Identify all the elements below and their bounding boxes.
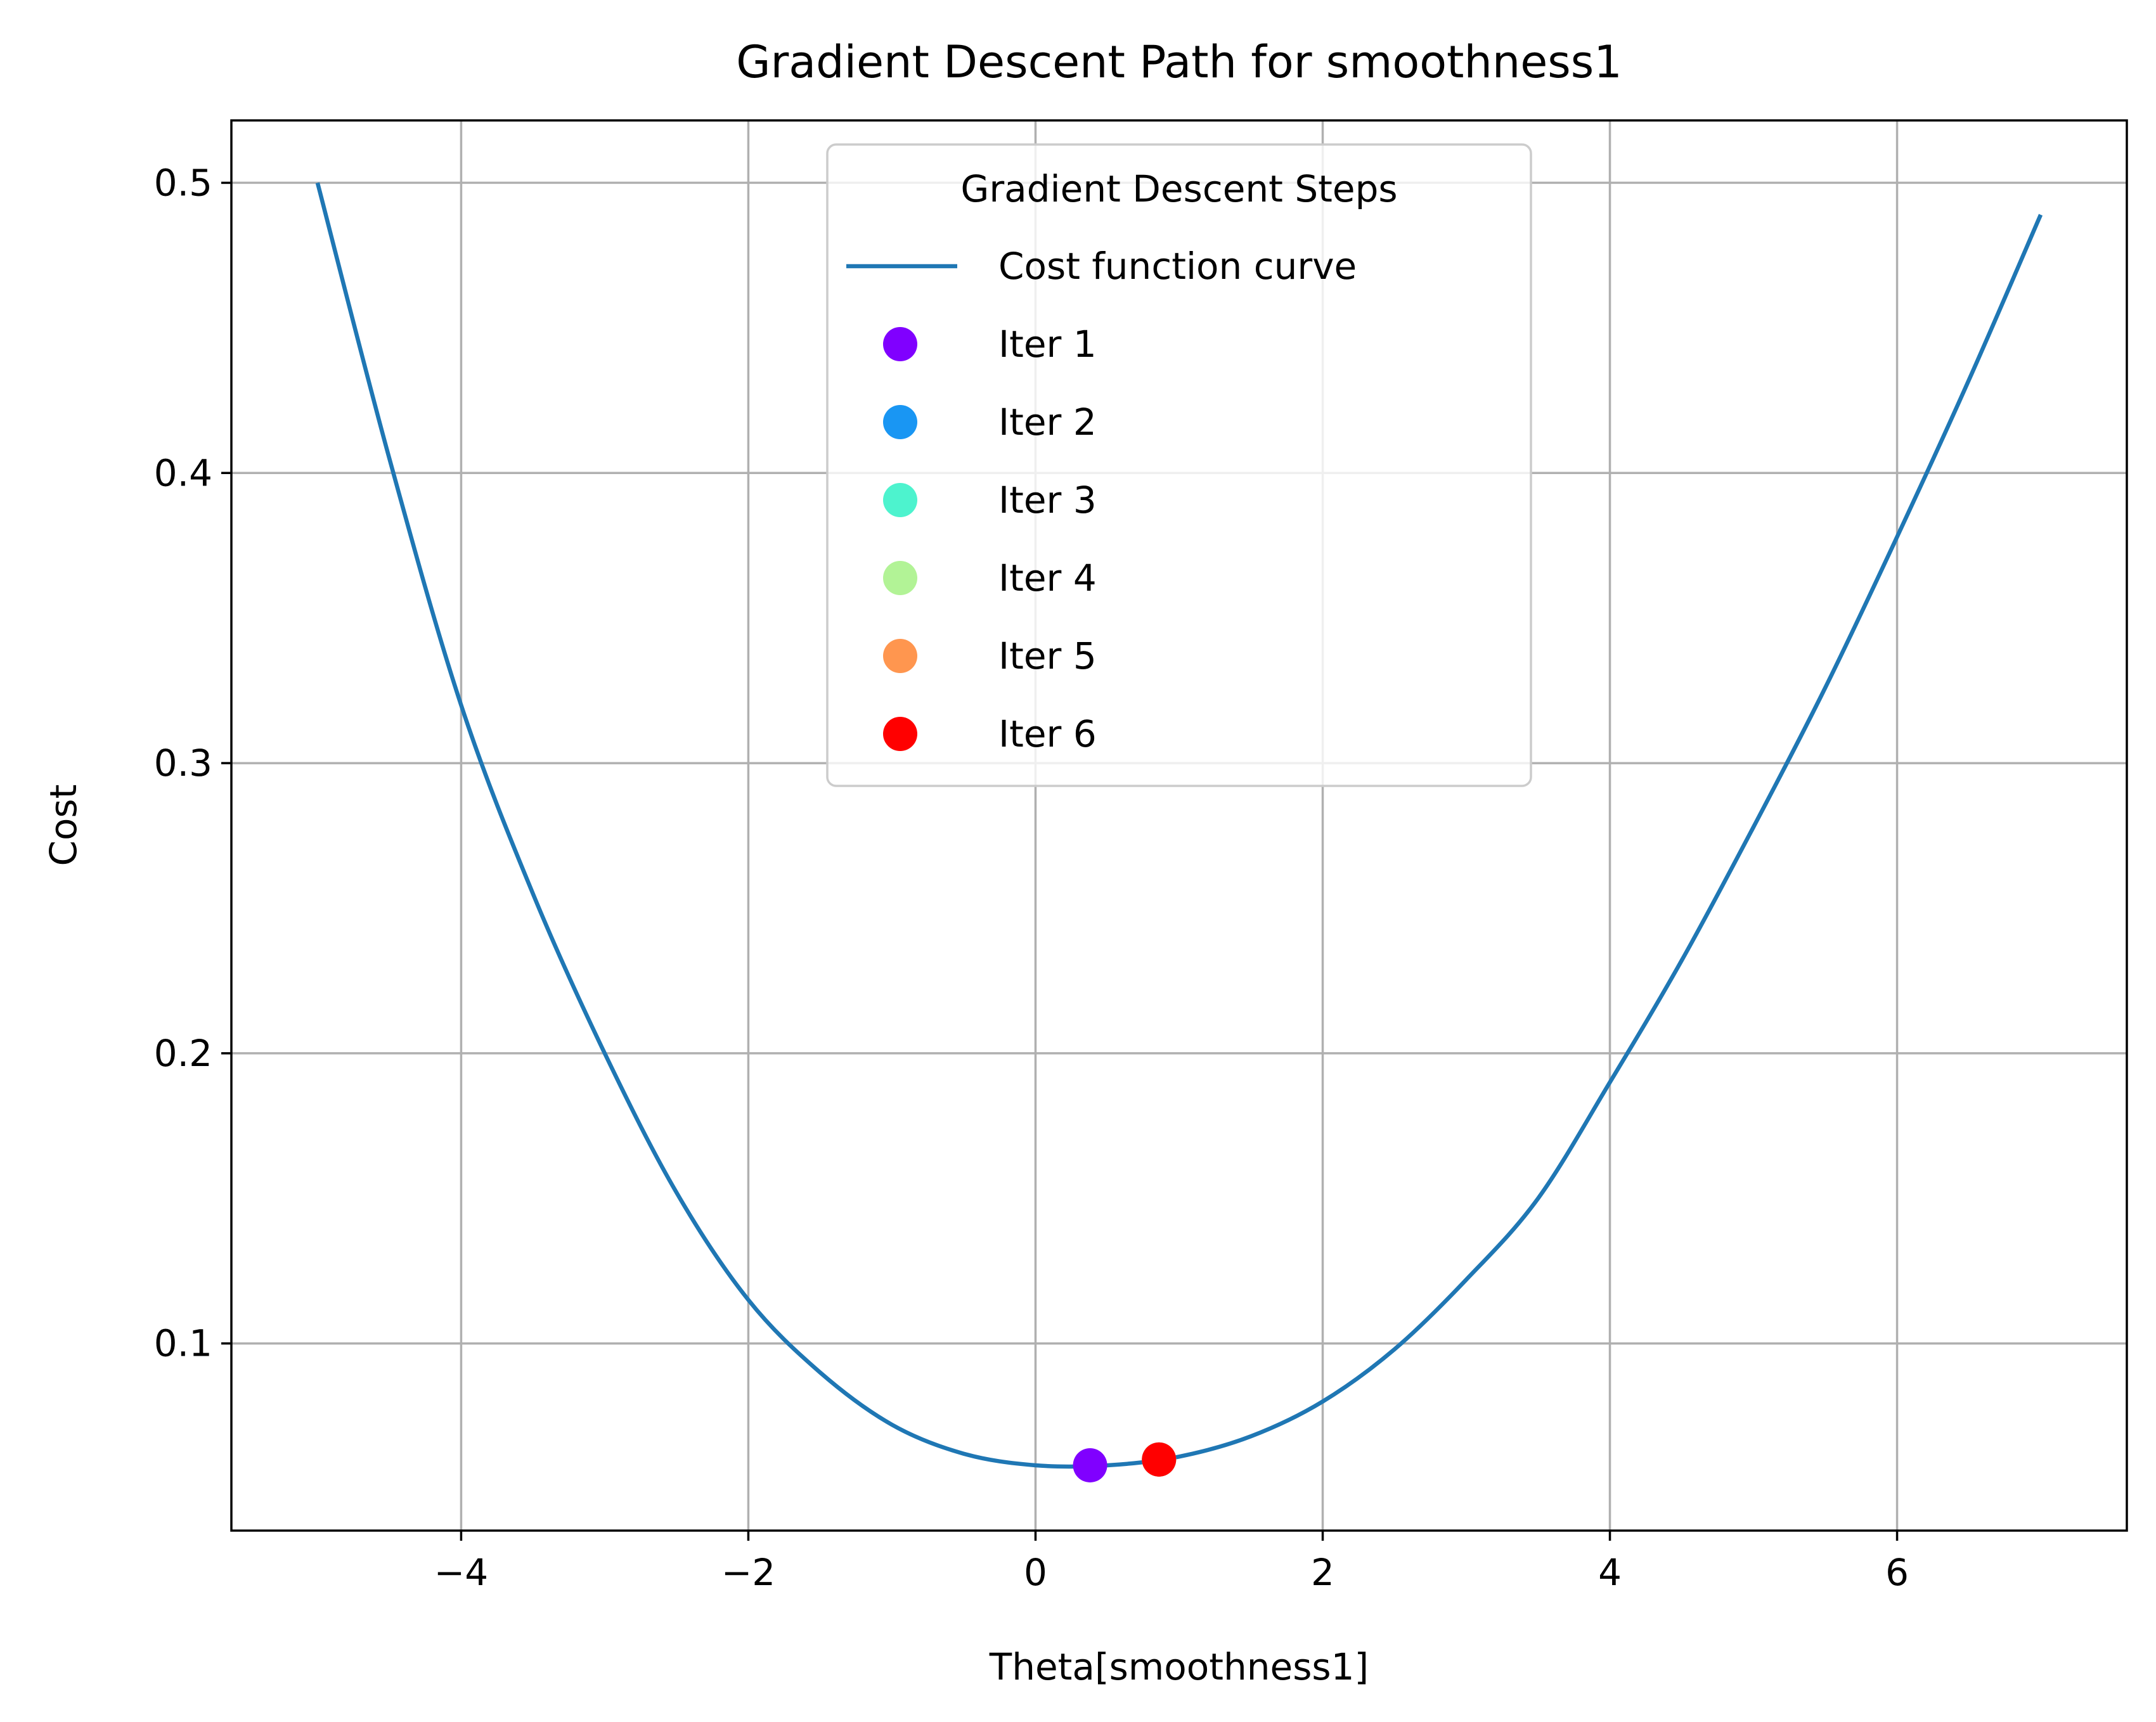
legend-label-iter-4: Iter 4: [998, 556, 1097, 600]
legend-swatch-iter-1: [883, 327, 917, 361]
legend-label-iter-5: Iter 5: [998, 634, 1097, 678]
ticks: −4 −2 0 2 4 6 0.1 0.2 0.3 0.4 0.5: [154, 161, 1909, 1594]
legend-title: Gradient Descent Steps: [960, 167, 1397, 210]
iter-1-point: [1073, 1448, 1107, 1482]
x-tick-label: 2: [1311, 1551, 1334, 1594]
y-tick-label: 0.2: [154, 1032, 212, 1075]
y-axis-label: Cost: [42, 785, 85, 866]
legend-label-cost-function-curve: Cost function curve: [998, 245, 1357, 288]
legend-swatch-iter-6: [883, 717, 917, 751]
legend-box: [826, 143, 1532, 787]
x-tick-label: 0: [1024, 1551, 1047, 1594]
points-layer: [1073, 1442, 1177, 1482]
x-tick-label: −4: [434, 1551, 489, 1594]
x-axis-label: Theta[smoothness1]: [989, 1645, 1369, 1688]
y-tick-label: 0.1: [154, 1322, 212, 1365]
legend-label-iter-2: Iter 2: [998, 401, 1097, 444]
x-tick-label: 6: [1885, 1551, 1909, 1594]
legend-swatch-iter-4: [883, 561, 917, 595]
legend-label-iter-1: Iter 1: [998, 323, 1097, 366]
y-tick-label: 0.3: [154, 742, 212, 785]
x-tick-label: −2: [721, 1551, 776, 1594]
y-tick-label: 0.5: [154, 161, 212, 204]
x-tick-label: 4: [1598, 1551, 1622, 1594]
iter-6-point: [1142, 1442, 1177, 1477]
legend-swatch-iter-3: [883, 483, 917, 517]
plot-frame: [230, 119, 2128, 1532]
legend: Gradient Descent Steps Cost function cur…: [826, 143, 1532, 787]
legend-label-iter-3: Iter 3: [998, 479, 1097, 522]
y-tick-label: 0.4: [154, 451, 212, 494]
legend-swatch-iter-2: [883, 405, 917, 439]
legend-label-iter-6: Iter 6: [998, 712, 1097, 755]
legend-swatch-iter-5: [883, 639, 917, 673]
legend-entries: Cost function curve Iter 1 Iter 2 Iter 3 Ite…: [846, 245, 1357, 755]
chart-title: Gradient Descent Path for smoothness1: [736, 36, 1622, 88]
